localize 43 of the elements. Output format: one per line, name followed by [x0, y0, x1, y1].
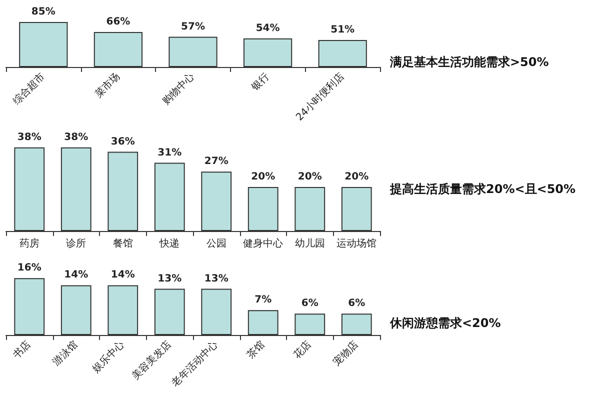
data-label: 54%	[256, 22, 280, 34]
x-tick-label: 宠物店	[330, 338, 361, 368]
data-label: 66%	[106, 16, 130, 28]
data-label: 38%	[64, 132, 88, 143]
data-label: 16%	[17, 262, 42, 274]
x-tick-label: 运动场馆	[336, 238, 377, 250]
data-label: 38%	[17, 132, 42, 143]
x-tick-label: 菜市场	[92, 70, 122, 100]
data-label: 6%	[301, 298, 318, 310]
x-tick-label: 娱乐中心	[90, 338, 127, 376]
data-label: 20%	[298, 172, 322, 182]
data-label: 13%	[158, 273, 182, 284]
data-label: 20%	[344, 172, 369, 182]
x-tick-label: 书店	[10, 338, 34, 362]
x-tick-label: 药房	[19, 238, 40, 250]
x-tick-label: 茶馆	[244, 338, 268, 362]
data-label: 57%	[181, 21, 205, 32]
data-label: 36%	[110, 136, 135, 148]
text: 休闲游憩需求<20%	[390, 314, 501, 332]
x-tick-label: 健身中心	[243, 238, 284, 250]
x-tick-label: 快递	[158, 238, 180, 250]
x-tick-label: 诊所	[66, 238, 86, 250]
data-label: 14%	[110, 270, 135, 281]
x-tick-label: 餐馆	[112, 238, 133, 250]
text: 提高生活质量需求20%<且<50%	[390, 180, 576, 198]
x-tick-label: 24小时便利店	[294, 70, 346, 124]
x-tick-label: 银行	[249, 71, 272, 94]
data-label: 85%	[31, 6, 56, 18]
x-tick-label: 游泳馆	[50, 338, 80, 368]
data-label: 7%	[254, 294, 272, 306]
x-tick-label: 花店	[291, 338, 314, 362]
x-tick-label: 综合超市	[10, 70, 48, 108]
data-label: 51%	[330, 24, 355, 36]
data-label: 13%	[204, 273, 228, 284]
x-tick-label: 购物中心	[160, 70, 197, 108]
x-tick-label: 公园	[206, 238, 226, 250]
text: 满足基本生活功能需求>50%	[390, 54, 549, 71]
data-label: 14%	[64, 270, 88, 281]
data-label: 6%	[348, 298, 366, 310]
data-label: 20%	[251, 172, 276, 182]
x-tick-label: 幼儿园	[294, 238, 325, 250]
data-label: 31%	[158, 147, 182, 158]
data-label: 27%	[204, 156, 228, 168]
